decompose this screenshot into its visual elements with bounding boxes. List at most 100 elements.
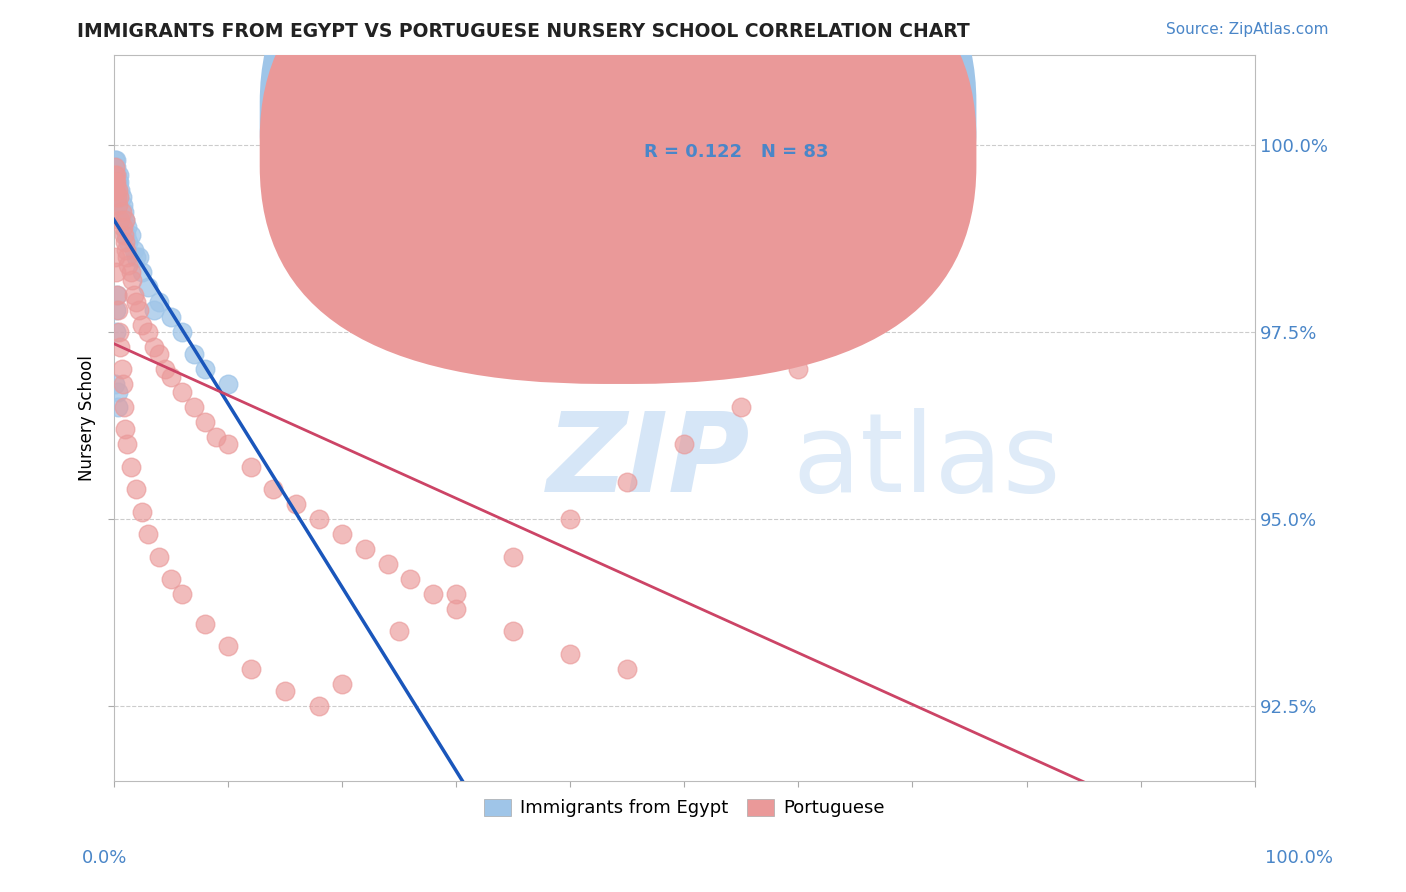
Point — [239, 662, 262, 676]
Point — [153, 362, 176, 376]
Point — [105, 161, 128, 175]
Point — [131, 265, 153, 279]
Point — [117, 235, 139, 250]
Point — [673, 437, 696, 451]
Point — [844, 325, 866, 339]
Point — [308, 512, 330, 526]
Point — [112, 205, 135, 219]
Point — [105, 287, 128, 301]
Point — [217, 437, 239, 451]
Point — [136, 280, 159, 294]
Point — [131, 318, 153, 332]
Point — [105, 287, 128, 301]
Legend: Immigrants from Egypt, Portuguese: Immigrants from Egypt, Portuguese — [475, 789, 893, 826]
Point — [107, 190, 129, 204]
Point — [103, 183, 125, 197]
Point — [108, 190, 131, 204]
Point — [114, 422, 136, 436]
Point — [308, 699, 330, 714]
Point — [148, 347, 170, 361]
Point — [104, 153, 127, 167]
Point — [194, 415, 217, 429]
Point — [115, 243, 138, 257]
FancyBboxPatch shape — [588, 87, 860, 178]
Point — [274, 684, 297, 698]
Point — [125, 250, 148, 264]
Point — [114, 212, 136, 227]
Text: 0.0%: 0.0% — [82, 849, 127, 867]
Point — [285, 497, 308, 511]
Point — [120, 227, 142, 242]
Text: ZIP: ZIP — [547, 409, 751, 515]
Point — [444, 602, 467, 616]
Point — [172, 587, 194, 601]
Point — [388, 624, 411, 639]
Point — [183, 347, 205, 361]
Point — [104, 175, 127, 189]
Point — [194, 362, 217, 376]
Point — [104, 168, 127, 182]
Point — [103, 190, 125, 204]
Point — [142, 302, 165, 317]
Point — [377, 557, 399, 571]
Point — [502, 624, 524, 639]
Point — [104, 168, 127, 182]
Point — [108, 168, 131, 182]
Point — [107, 384, 129, 399]
Point — [353, 541, 375, 556]
Point — [104, 250, 127, 264]
Point — [105, 168, 128, 182]
Point — [217, 640, 239, 654]
Point — [399, 572, 422, 586]
Point — [104, 168, 127, 182]
Point — [105, 175, 128, 189]
Point — [117, 250, 139, 264]
Point — [194, 616, 217, 631]
Point — [787, 362, 810, 376]
Point — [444, 587, 467, 601]
Point — [111, 377, 134, 392]
Point — [239, 459, 262, 474]
Point — [159, 572, 181, 586]
Point — [110, 212, 132, 227]
Point — [107, 183, 129, 197]
Point — [120, 265, 142, 279]
Point — [172, 384, 194, 399]
Text: atlas: atlas — [793, 409, 1062, 515]
Point — [104, 265, 127, 279]
Point — [103, 175, 125, 189]
Point — [111, 220, 134, 235]
Point — [111, 362, 134, 376]
Point — [105, 190, 128, 204]
Point — [117, 220, 139, 235]
Point — [117, 258, 139, 272]
Point — [616, 662, 638, 676]
Point — [107, 400, 129, 414]
Point — [104, 325, 127, 339]
Point — [148, 549, 170, 564]
Point — [730, 400, 752, 414]
Text: R = 0.122   N = 83: R = 0.122 N = 83 — [644, 144, 828, 161]
Point — [136, 325, 159, 339]
Point — [112, 400, 135, 414]
Point — [107, 198, 129, 212]
Point — [108, 325, 131, 339]
Point — [104, 161, 127, 175]
Point — [103, 175, 125, 189]
Point — [110, 183, 132, 197]
Point — [125, 482, 148, 496]
Point — [104, 377, 127, 392]
Point — [205, 430, 228, 444]
Point — [107, 175, 129, 189]
Point — [111, 205, 134, 219]
Point — [104, 161, 127, 175]
Point — [131, 505, 153, 519]
Point — [183, 400, 205, 414]
Text: 100.0%: 100.0% — [1265, 849, 1333, 867]
FancyBboxPatch shape — [260, 0, 976, 348]
Y-axis label: Nursery School: Nursery School — [79, 355, 96, 481]
Text: R = 0.447   N = 41: R = 0.447 N = 41 — [644, 107, 828, 125]
Text: Source: ZipAtlas.com: Source: ZipAtlas.com — [1166, 22, 1329, 37]
Point — [159, 310, 181, 324]
Point — [148, 295, 170, 310]
